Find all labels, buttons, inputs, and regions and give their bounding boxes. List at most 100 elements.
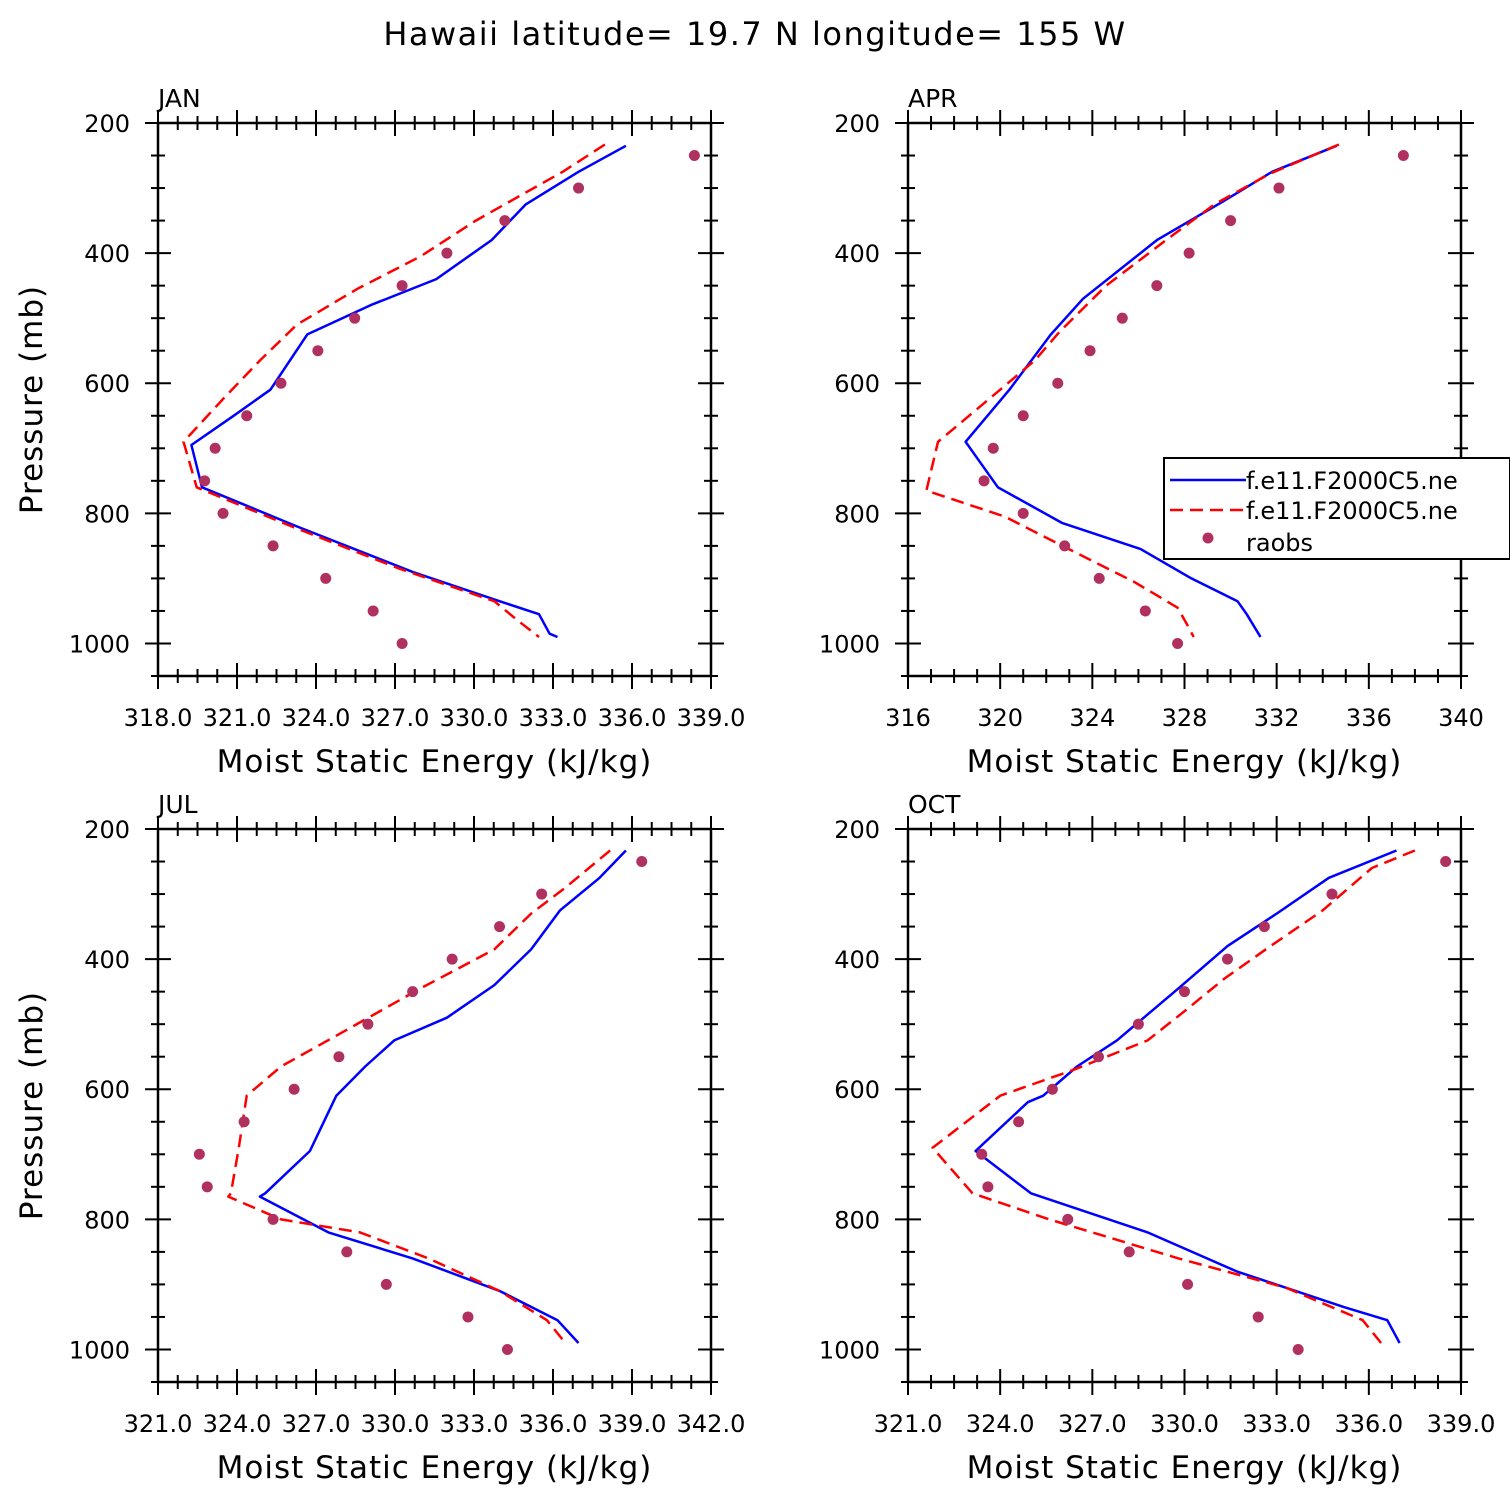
series-line-model-dashed [227,849,611,1344]
raobs-point [367,605,379,617]
raobs-point [241,410,253,422]
raobs-point [1292,1343,1304,1355]
raobs-point [209,442,221,454]
legend-entry-label: f.e11.F2000C5.ne [1246,467,1458,495]
x-tick-label: 342.0 [677,1410,746,1438]
raobs-point [1172,637,1184,649]
raobs-point [333,1051,345,1063]
raobs-point [341,1246,353,1258]
y-tick-label: 1000 [69,1336,130,1364]
x-tick-label: 339.0 [598,1410,667,1438]
y-axis-title: Pressure (mb) [14,285,50,514]
raobs-point [199,475,211,487]
series-line-model-solid [258,849,627,1344]
raobs-point [688,150,700,162]
x-tick-label: 324.0 [203,1410,272,1438]
raobs-point [1222,953,1234,965]
series-line-model-dashed [182,143,606,638]
y-tick-label: 400 [84,946,130,974]
raobs-point [312,345,324,357]
y-tick-label: 200 [84,816,130,844]
x-tick-label: 328 [1162,704,1208,732]
raobs-point [499,215,511,227]
x-axis-title: Moist Static Energy (kJ/kg) [967,744,1403,780]
raobs-point [1139,605,1151,617]
raobs-point [1440,856,1452,868]
panel-apr: 200 400 600 800 1000 316 320 324 328 332 336 340 APR… [819,84,1510,780]
x-tick-label: 324.0 [282,704,351,732]
raobs-point [275,377,287,389]
raobs-point [978,475,990,487]
raobs-point [380,1278,392,1290]
raobs-point [1059,540,1071,552]
raobs-point [1179,986,1190,998]
raobs-point [1252,1311,1264,1323]
panel-jan: 200 400 600 800 1000 318.0 321.0 324.0 327.0 330.… [14,84,745,780]
series-line-model-solid [974,849,1401,1344]
x-tick-label: 318.0 [124,704,193,732]
legend-box [1163,457,1510,560]
raobs-point [407,986,419,998]
raobs-point [987,442,999,454]
y-tick-label: 400 [834,946,880,974]
raobs-point [362,1018,374,1030]
x-tick-label: 339.0 [1427,1410,1496,1438]
raobs-point [1084,345,1096,357]
raobs-point [1225,215,1237,227]
x-tick-label: 336.0 [1334,1410,1403,1438]
x-tick-label: 330.0 [361,1410,430,1438]
panel-title: APR [908,84,958,113]
raobs-point [1062,1213,1074,1225]
raobs-point [982,1181,994,1193]
x-tick-label: 336 [1346,704,1392,732]
raobs-point [1132,1018,1144,1030]
series-line-model-dashed [931,849,1416,1344]
raobs-point [267,540,279,552]
x-tick-label: 327.0 [1058,1410,1127,1438]
y-tick-label: 600 [834,1076,880,1104]
plot-frame [156,121,713,678]
raobs-point [1397,150,1409,162]
y-tick-label: 600 [84,1076,130,1104]
raobs-point [217,507,229,519]
x-tick-label: 321.0 [874,1410,943,1438]
x-tick-label: 327.0 [282,1410,351,1438]
raobs-point [494,921,506,933]
y-tick-label: 800 [84,500,130,528]
x-tick-label: 330.0 [440,704,509,732]
raobs-point [976,1148,988,1160]
panel-jul: 200 400 600 800 1000 321.0 324.0 327.0 330.0 333.… [14,790,745,1486]
figure-title: Hawaii latitude= 19.7 N longitude= 155 W [383,15,1126,53]
raobs-point [1273,182,1285,194]
x-tick-label: 339.0 [677,704,746,732]
x-axis-title: Moist Static Energy (kJ/kg) [217,744,653,780]
plot-frame [906,827,1463,1384]
x-tick-label: 321.0 [124,1410,193,1438]
y-tick-label: 200 [84,110,130,138]
raobs-point [573,182,585,194]
y-axis-title: Pressure (mb) [14,991,50,1220]
raobs-point [201,1181,213,1193]
legend-entry-label: raobs [1246,529,1313,557]
y-tick-label: 800 [834,1206,880,1234]
raobs-point [1052,377,1064,389]
legend-entry-label: f.e11.F2000C5.ne [1246,497,1458,525]
raobs-point [536,888,548,900]
x-tick-label: 336.0 [598,704,667,732]
raobs-point [1326,888,1338,900]
raobs-point [396,280,408,292]
x-axis-title: Moist Static Energy (kJ/kg) [967,1450,1403,1486]
y-tick-label: 800 [84,1206,130,1234]
y-tick-label: 1000 [69,630,130,658]
raobs-point [1258,921,1270,933]
x-tick-label: 327.0 [361,704,430,732]
plot-frame [156,827,713,1384]
raobs-point [320,572,332,584]
y-tick-label: 600 [834,370,880,398]
raobs-point [501,1343,513,1355]
raobs-point [349,312,361,324]
raobs-point [1116,312,1128,324]
y-tick-label: 200 [834,110,880,138]
y-tick-label: 1000 [819,1336,880,1364]
